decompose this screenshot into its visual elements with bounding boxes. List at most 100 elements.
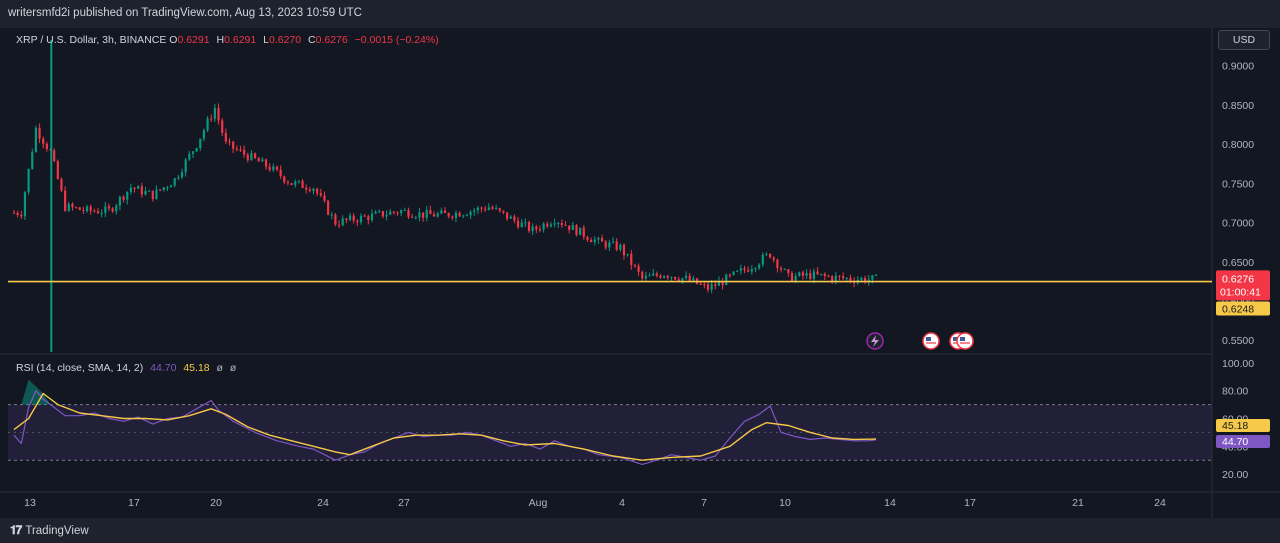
rsi-sma-legend-value: 45.18 — [183, 362, 210, 374]
candle-body — [750, 269, 753, 272]
chart-area[interactable] — [0, 28, 1280, 518]
candle-body — [378, 211, 381, 213]
candle-body — [516, 220, 520, 228]
candle-body — [389, 211, 392, 215]
candle-body — [27, 168, 30, 193]
time-axis-tick-label: 24 — [317, 497, 329, 509]
tradingview-logo: 𝟏𝟕 TradingView — [10, 523, 89, 538]
candle-body — [151, 190, 154, 200]
candle-body — [202, 130, 206, 139]
candle-body — [524, 222, 527, 224]
change-value: −0.0015 (−0.24%) — [354, 34, 439, 46]
candle-body — [316, 188, 319, 194]
candle-body — [228, 141, 231, 143]
close-label: C — [308, 34, 316, 46]
candle-body — [823, 273, 826, 276]
candle-body — [699, 283, 702, 285]
candle-body — [235, 148, 238, 150]
tradingview-brand-text: TradingView — [25, 524, 89, 537]
candle-body — [107, 206, 111, 209]
candle-body — [809, 273, 812, 279]
candle-body — [297, 180, 300, 182]
candle-body — [294, 181, 297, 185]
candle-body — [451, 216, 454, 218]
candle-body — [458, 212, 461, 217]
candle-body — [630, 253, 633, 266]
time-axis-tick-label: 17 — [128, 497, 140, 509]
candle-body — [604, 241, 607, 248]
candle-body — [290, 183, 293, 185]
candle-body — [279, 169, 282, 177]
candle-body — [531, 226, 534, 232]
candle-body — [206, 118, 209, 131]
candle-body — [71, 203, 74, 208]
candle-body — [12, 212, 16, 214]
open-value: 0.6291 — [177, 34, 210, 46]
rsi-legend: RSI (14, close, SMA, 14, 2) 44.70 45.18 … — [16, 362, 236, 374]
candle-body — [268, 166, 271, 171]
candle-body — [776, 259, 779, 269]
candle-body — [677, 279, 680, 282]
candle-body — [144, 190, 147, 195]
candle-body — [312, 188, 315, 192]
candle-body — [217, 108, 220, 121]
hline-price-tag — [1216, 301, 1270, 316]
candle-body — [337, 224, 341, 226]
candle-body — [557, 222, 560, 224]
candle-body — [611, 241, 615, 243]
candle-body — [96, 211, 100, 214]
candle-body — [845, 277, 848, 279]
candle-body — [710, 284, 713, 290]
candle-body — [429, 210, 432, 215]
candle-body — [356, 220, 359, 223]
candle-body — [411, 216, 414, 218]
symbol-title: XRP / U.S. Dollar, 3h, BINANCE — [16, 34, 167, 46]
candle-body — [871, 275, 874, 280]
candle-body — [600, 237, 604, 242]
candle-body — [739, 268, 742, 271]
candle-body — [728, 274, 731, 276]
candle-body — [597, 237, 600, 240]
candle-body — [838, 275, 841, 277]
candle-body — [736, 270, 739, 272]
candle-body — [805, 273, 808, 276]
time-axis-tick-label: 10 — [779, 497, 791, 509]
candle-body — [454, 212, 458, 218]
time-axis-tick-label: 14 — [884, 497, 896, 509]
candle-body — [655, 273, 658, 276]
candle-body — [487, 207, 490, 210]
rsi-legend-value: 44.70 — [150, 362, 177, 374]
candle-body — [188, 153, 191, 160]
rsi-extra-2: ø — [229, 362, 237, 374]
candle-body — [126, 191, 129, 200]
candle-body — [166, 187, 169, 189]
candle-body — [64, 190, 67, 211]
candle-body — [465, 215, 469, 217]
candle-body — [874, 274, 878, 276]
candle-body — [308, 189, 311, 192]
candle-body — [703, 284, 706, 286]
candle-body — [436, 213, 439, 217]
candle-body — [622, 244, 626, 256]
candle-body — [816, 271, 819, 275]
time-axis-tick-label: 13 — [24, 497, 36, 509]
candle-body — [772, 257, 775, 260]
candle-body — [480, 207, 483, 209]
rsi-title: RSI (14, close, SMA, 14, 2) — [16, 362, 144, 374]
candle-body — [403, 209, 406, 211]
candle-body — [538, 229, 542, 231]
candle-body — [801, 272, 805, 276]
currency-button[interactable]: USD — [1218, 30, 1270, 50]
candle-body — [568, 225, 571, 230]
candle-body — [831, 276, 834, 281]
candle-body — [250, 153, 253, 161]
candle-body — [619, 244, 622, 250]
candle-body — [407, 209, 410, 217]
candle-body — [560, 222, 563, 226]
candle-body — [546, 223, 549, 227]
candle-body — [440, 210, 443, 214]
candle-body — [743, 268, 746, 270]
candle-body — [327, 200, 330, 215]
hline-price-tag-value: 0.6248 — [1222, 304, 1254, 316]
